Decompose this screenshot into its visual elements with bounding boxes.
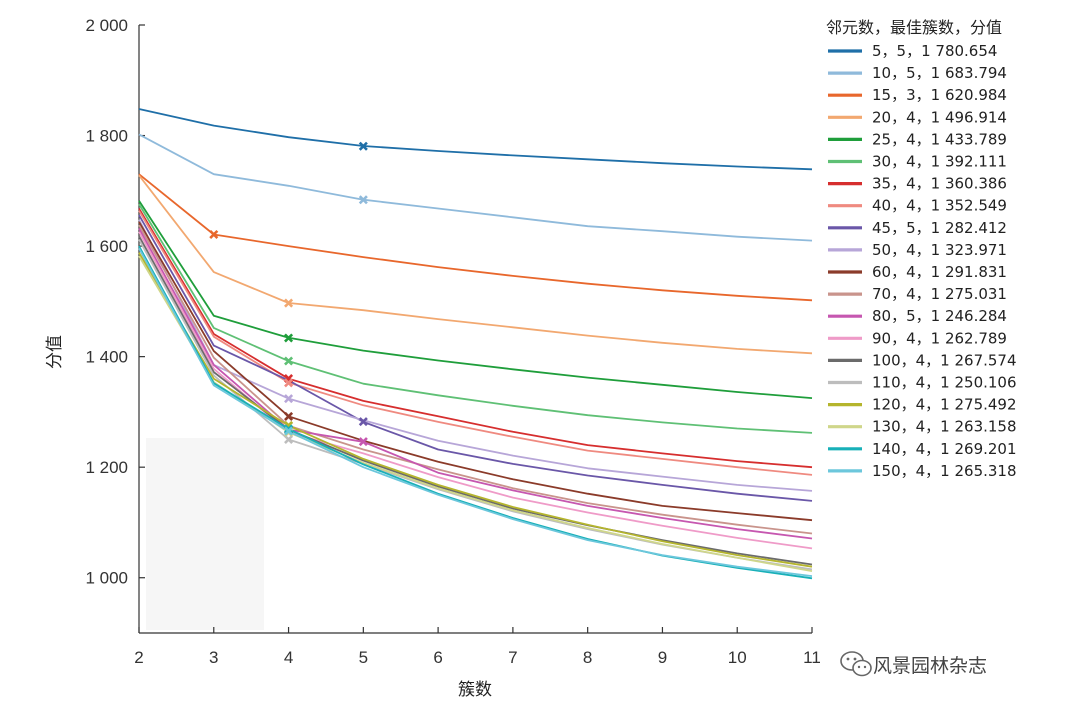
legend-item: 130，4，1 263.158 bbox=[828, 418, 1017, 436]
legend-item: 15，3，1 620.984 bbox=[828, 86, 1007, 104]
x-tick-label: 2 bbox=[134, 648, 143, 667]
y-tick-label: 1 200 bbox=[85, 458, 128, 477]
legend: 5，5，1 780.654 10，5，1 683.794 15，3，1 620.98… bbox=[828, 42, 1017, 480]
series-line-10 bbox=[138, 221, 813, 522]
legend-item: 40，4，1 352.549 bbox=[828, 197, 1007, 215]
series-line-6 bbox=[138, 208, 813, 469]
legend-item: 120，4，1 275.492 bbox=[828, 396, 1017, 414]
best-marker-2 bbox=[209, 229, 219, 240]
legend-label: 110，4，1 250.106 bbox=[872, 374, 1017, 392]
series-line-7 bbox=[138, 210, 813, 476]
legend-label: 35，4，1 360.386 bbox=[872, 175, 1007, 193]
series-line-19 bbox=[138, 247, 813, 577]
y-tick-label: 1 800 bbox=[85, 127, 128, 146]
legend-item: 45，5，1 282.412 bbox=[828, 219, 1007, 237]
x-axis-title: 簇数 bbox=[458, 680, 492, 700]
legend-label: 70，4，1 275.031 bbox=[872, 285, 1007, 303]
best-marker-4 bbox=[284, 333, 294, 343]
y-tick-label: 1 600 bbox=[85, 237, 128, 256]
series-line-0 bbox=[138, 108, 813, 171]
x-tick-label: 9 bbox=[658, 648, 667, 667]
x-tick-label: 3 bbox=[209, 648, 218, 667]
best-marker-0 bbox=[358, 141, 368, 151]
x-tick-label: 10 bbox=[728, 648, 747, 667]
legend-label: 120，4，1 275.492 bbox=[872, 396, 1017, 414]
legend-item: 30，4，1 392.111 bbox=[828, 153, 1007, 171]
series-line-1 bbox=[138, 133, 813, 242]
legend-item: 25，4，1 433.789 bbox=[828, 130, 1007, 148]
best-marker-3 bbox=[284, 298, 294, 308]
series-line-11 bbox=[138, 224, 813, 535]
x-tick-label: 7 bbox=[508, 648, 517, 667]
series-line-2 bbox=[138, 173, 813, 302]
best-marker-8 bbox=[358, 417, 368, 427]
best-marker-18 bbox=[284, 424, 294, 434]
best-marker-19 bbox=[284, 426, 294, 436]
wechat-icon bbox=[840, 651, 872, 677]
x-tick-label: 6 bbox=[433, 648, 442, 667]
plot-shaded-region bbox=[146, 438, 264, 630]
legend-item: 70，4，1 275.031 bbox=[828, 285, 1007, 303]
legend-item: 80，5，1 246.284 bbox=[828, 307, 1007, 325]
legend-label: 140，4，1 269.201 bbox=[872, 440, 1017, 458]
legend-item: 100，4，1 267.574 bbox=[828, 351, 1017, 369]
legend-label: 80，5，1 246.284 bbox=[872, 307, 1007, 325]
series-line-14 bbox=[138, 235, 813, 566]
best-marker-12 bbox=[358, 437, 368, 447]
best-marker-9 bbox=[284, 394, 294, 404]
legend-label: 20，4，1 496.914 bbox=[872, 108, 1007, 126]
legend-item: 90，4，1 262.789 bbox=[828, 329, 1007, 347]
series-line-9 bbox=[138, 219, 813, 492]
legend-label: 150，4，1 265.318 bbox=[872, 462, 1017, 480]
legend-item: 20，4，1 496.914 bbox=[828, 108, 1007, 126]
legend-label: 25，4，1 433.789 bbox=[872, 130, 1007, 148]
legend-label: 90，4，1 262.789 bbox=[872, 329, 1007, 347]
legend-label: 40，4，1 352.549 bbox=[872, 197, 1007, 215]
best-marker-1 bbox=[358, 195, 368, 205]
legend-item: 5，5，1 780.654 bbox=[828, 42, 997, 60]
series-line-5 bbox=[138, 203, 813, 434]
legend-item: 110，4，1 250.106 bbox=[828, 374, 1017, 392]
x-tick-label: 8 bbox=[583, 648, 592, 667]
legend-label: 50，4，1 323.971 bbox=[872, 241, 1007, 259]
y-tick-label: 1 000 bbox=[85, 569, 128, 588]
legend-label: 60，4，1 291.831 bbox=[872, 263, 1007, 281]
legend-item: 140，4，1 269.201 bbox=[828, 440, 1017, 458]
legend-label: 15，3，1 620.984 bbox=[872, 86, 1007, 104]
best-marker-layer bbox=[209, 141, 368, 447]
best-marker-5 bbox=[284, 356, 294, 366]
legend-label: 45，5，1 282.412 bbox=[872, 219, 1007, 237]
best-marker-15 bbox=[284, 434, 294, 445]
legend-label: 130，4，1 263.158 bbox=[872, 418, 1017, 436]
legend-label: 10，5，1 683.794 bbox=[872, 64, 1007, 82]
legend-item: 10，5，1 683.794 bbox=[828, 64, 1007, 82]
watermark-text: 风景园林杂志 bbox=[873, 655, 987, 677]
best-marker-7 bbox=[284, 378, 294, 388]
y-tick-label: 2 000 bbox=[85, 16, 128, 35]
y-axis-title: 分值 bbox=[45, 335, 65, 369]
series-line-12 bbox=[138, 227, 813, 540]
axes: 1 000 1 200 1 400 1 600 1 800 2 000 2 3 4 5 6 7 8 9 10… bbox=[85, 16, 820, 667]
legend-item: 60，4，1 291.831 bbox=[828, 263, 1007, 281]
best-marker-10 bbox=[284, 411, 294, 421]
series-layer bbox=[138, 108, 813, 580]
series-line-16 bbox=[138, 252, 813, 568]
legend-label: 100，4，1 267.574 bbox=[872, 351, 1017, 369]
legend-label: 5，5，1 780.654 bbox=[872, 42, 997, 60]
x-tick-label: 4 bbox=[284, 648, 293, 667]
y-tick-label: 1 400 bbox=[85, 348, 128, 367]
legend-title: 邻元数，最佳簇数，分值 bbox=[826, 18, 1002, 37]
series-line-4 bbox=[138, 200, 813, 399]
series-line-17 bbox=[138, 255, 813, 572]
legend-item: 150，4，1 265.318 bbox=[828, 462, 1017, 480]
watermark: 风景园林杂志 bbox=[840, 651, 987, 677]
series-line-3 bbox=[138, 174, 813, 355]
series-line-8 bbox=[138, 214, 813, 502]
legend-item: 50，4，1 323.971 bbox=[828, 241, 1007, 259]
x-tick-label: 11 bbox=[803, 648, 821, 667]
x-tick-label: 5 bbox=[359, 648, 368, 667]
legend-item: 35，4，1 360.386 bbox=[828, 175, 1007, 193]
legend-label: 30，4，1 392.111 bbox=[872, 153, 1007, 171]
